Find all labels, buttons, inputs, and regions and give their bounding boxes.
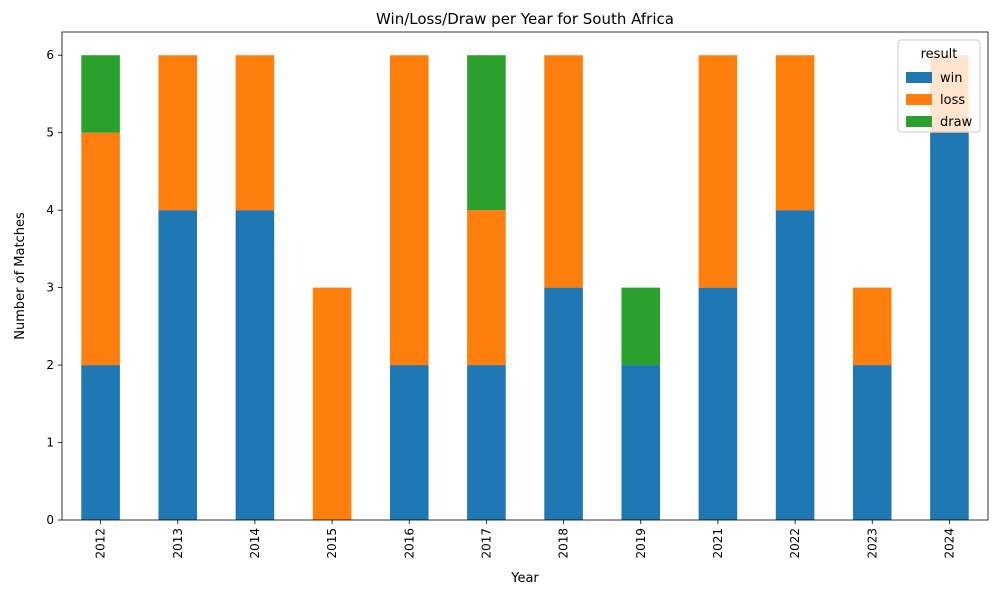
y-tick-label: 0: [46, 513, 54, 527]
legend-label-draw: draw: [940, 115, 973, 130]
bar-win-2021: [698, 287, 738, 520]
bar-loss-2012: [81, 132, 120, 366]
bar-win-2014: [235, 210, 275, 520]
bar-loss-2023: [852, 287, 892, 366]
x-axis-ticks: 2012 2013 2014 2015 2016 2017 2018 2019 2021 2022…: [94, 520, 956, 559]
bar-win-2024: [930, 132, 969, 520]
bar-loss-2015: [312, 287, 352, 520]
x-tick-label: 2018: [557, 528, 571, 559]
x-tick-label: 2015: [325, 528, 339, 559]
bar-draw-2012: [81, 55, 120, 133]
axes-layer: [61, 31, 989, 521]
legend-items: win loss draw: [906, 71, 973, 130]
chart-title: Win/Loss/Draw per Year for South Africa: [376, 10, 674, 28]
bar-loss-2014: [235, 55, 275, 211]
bar-win-2023: [852, 365, 892, 520]
x-tick-label: 2012: [94, 528, 108, 559]
legend-swatch-loss: [906, 94, 932, 105]
x-tick-label: 2023: [865, 528, 879, 559]
bar-draw-2017: [467, 55, 506, 211]
bar-loss-2022: [775, 55, 815, 211]
bars-layer: [81, 55, 969, 520]
y-axis-ticks: 0 1 2 3 4 5 6: [46, 48, 62, 527]
legend-swatch-draw: [906, 116, 932, 127]
x-tick-label: 2022: [788, 528, 802, 559]
bar-loss-2013: [158, 55, 198, 211]
y-tick-label: 3: [46, 281, 54, 295]
x-tick-label: 2019: [634, 528, 648, 559]
bar-win-2017: [467, 365, 506, 520]
bar-win-2013: [158, 210, 198, 520]
x-tick-label: 2017: [479, 528, 493, 559]
x-tick-label: 2021: [711, 528, 725, 559]
legend-box: [897, 39, 981, 133]
bar-loss-2018: [544, 55, 583, 288]
x-tick-label: 2013: [171, 528, 185, 559]
legend: result win loss draw: [897, 39, 981, 133]
bar-loss-2021: [698, 55, 738, 288]
y-tick-label: 5: [46, 126, 54, 140]
legend-swatch-win: [906, 72, 932, 83]
bar-draw-2019: [621, 287, 661, 366]
y-tick-label: 2: [46, 358, 54, 372]
legend-label-win: win: [940, 71, 962, 86]
bar-loss-2017: [467, 210, 506, 366]
x-axis-title: Year: [510, 571, 539, 586]
plot-frame: [61, 31, 989, 521]
x-tick-label: 2024: [942, 528, 956, 559]
bar-win-2012: [81, 365, 120, 520]
x-tick-label: 2014: [248, 528, 262, 559]
bar-win-2019: [621, 365, 661, 520]
y-axis-title: Number of Matches: [13, 212, 28, 340]
bar-win-2016: [389, 365, 429, 520]
legend-title: result: [921, 47, 958, 62]
legend-label-loss: loss: [940, 93, 965, 108]
y-tick-label: 6: [46, 48, 54, 62]
x-tick-label: 2016: [402, 528, 416, 559]
bar-loss-2016: [389, 55, 429, 366]
bar-win-2022: [775, 210, 815, 520]
y-tick-label: 1: [46, 436, 54, 450]
y-tick-label: 4: [46, 203, 54, 217]
bar-win-2018: [544, 287, 583, 520]
